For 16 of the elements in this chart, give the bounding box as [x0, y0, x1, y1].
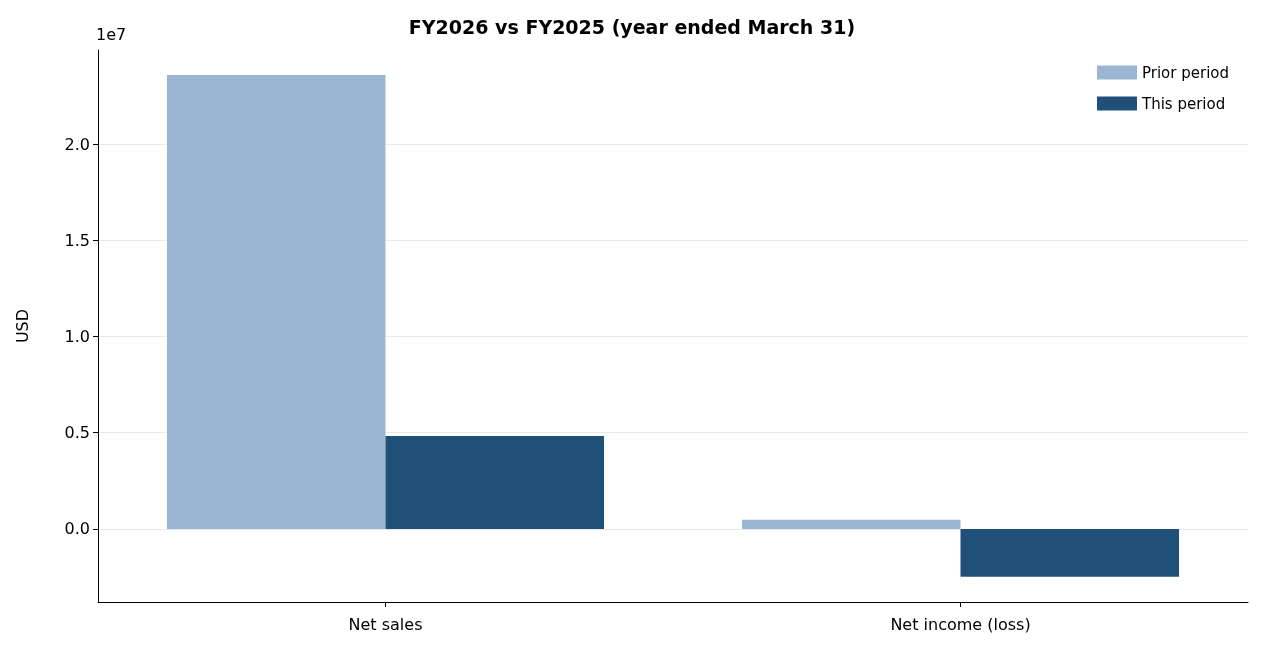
chart-title: FY2026 vs FY2025 (year ended March 31) [408, 15, 856, 38]
y-tick-label: 2.0 [64, 134, 90, 154]
bar [167, 75, 386, 529]
y-tick-label: 0.5 [64, 423, 90, 443]
text: 1e7 [96, 24, 127, 44]
bar [742, 519, 961, 529]
y-tick-label: 0.0 [64, 519, 90, 539]
bar [960, 528, 1179, 577]
y-tick-label: 1.5 [64, 230, 90, 250]
legend-label: This period [1140, 94, 1226, 113]
y-tick-label: 1.0 [64, 327, 90, 347]
x-tick-label: Net income (loss) [890, 614, 1031, 634]
x-tick-label: Net sales [348, 614, 423, 634]
legend-label: Prior period [1141, 63, 1229, 82]
y-axis-title: USD [12, 308, 32, 344]
bar [385, 436, 604, 529]
